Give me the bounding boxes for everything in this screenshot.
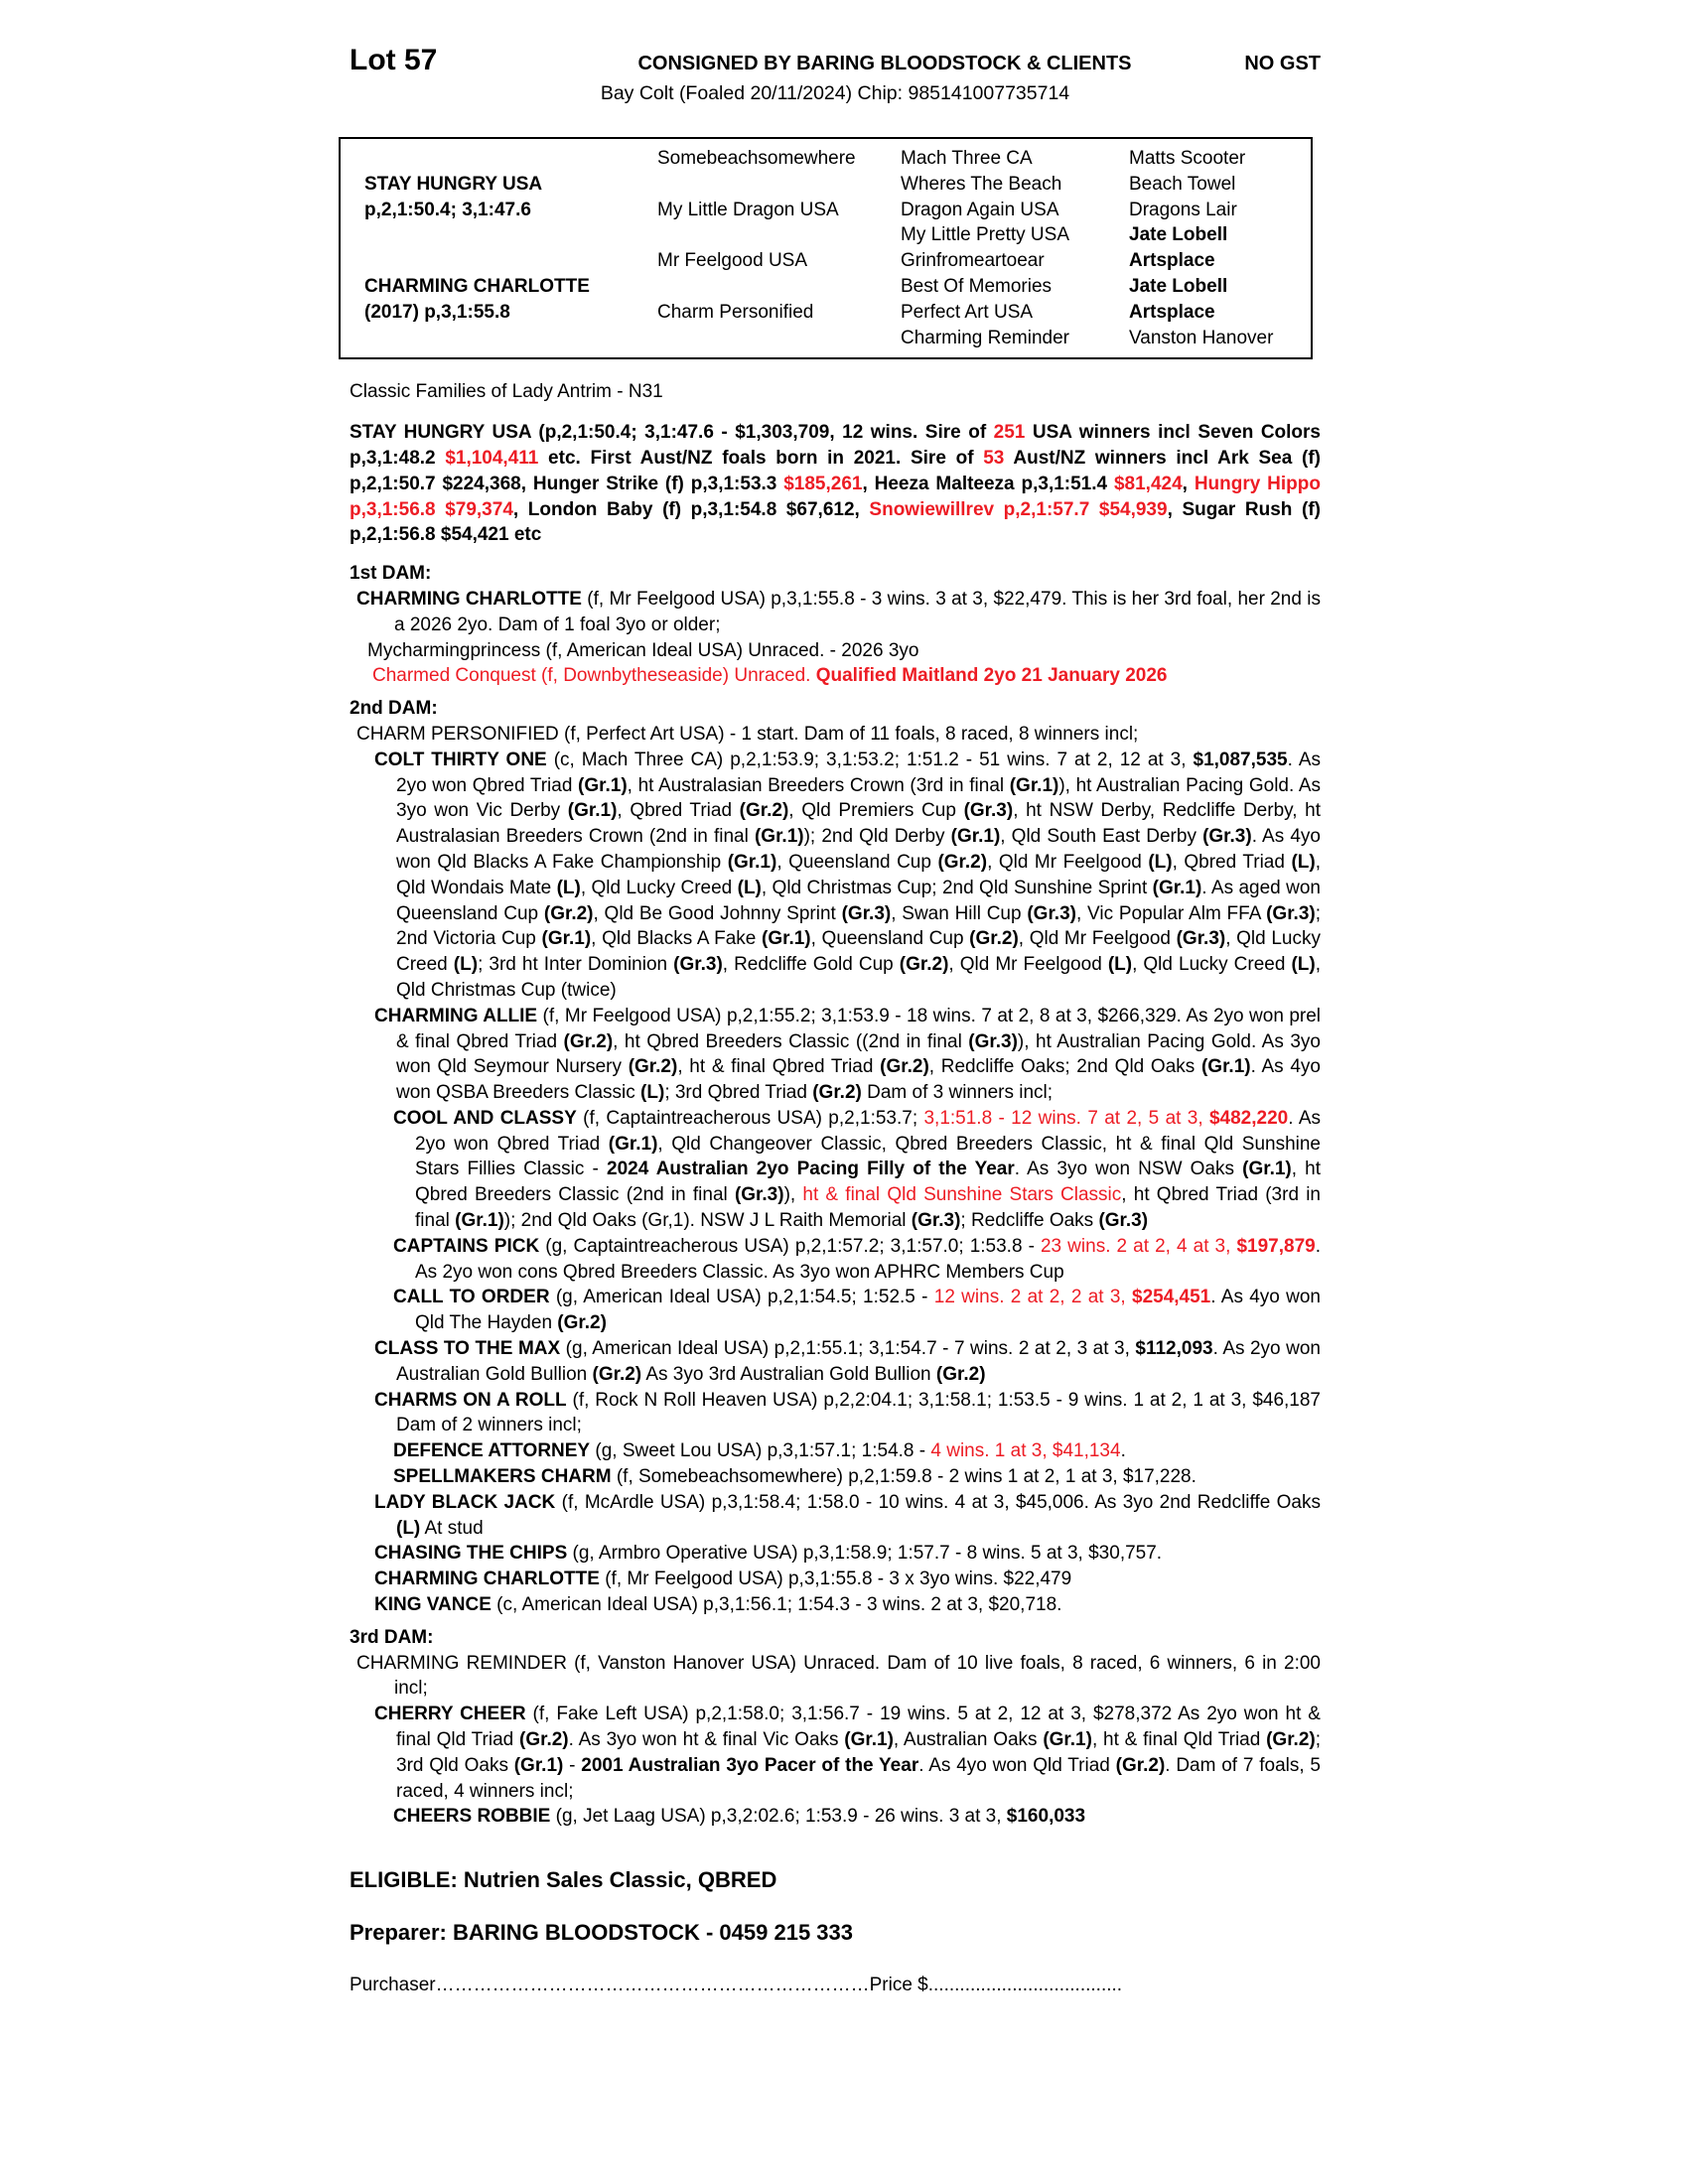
dam3-heading: 3rd DAM: (350, 1626, 434, 1648)
purchaser-label: Purchaser (350, 1975, 436, 1996)
pedigree-cell (657, 222, 901, 248)
pedigree-cell (657, 274, 901, 300)
pedigree-cell: Somebeachsomewhere (657, 148, 856, 169)
entry-defence-attorney: DEFENCE ATTORNEY (g, Sweet Lou USA) p,3,… (393, 1440, 1126, 1462)
entry-colt-thirty-one: COLT THIRTY ONE (c, Mach Three CA) p,2,1… (374, 749, 1322, 1001)
pedigree-cell: Matts Scooter (1129, 148, 1246, 169)
pedigree-cell (341, 146, 657, 172)
dam2-heading: 2nd DAM: (350, 698, 438, 720)
classic-families-line: Classic Families of Lady Antrim - N31 (350, 381, 663, 403)
pedigree-cell (657, 172, 901, 198)
entry-king-vance: KING VANCE (c, American Ideal USA) p,3,1… (374, 1594, 1062, 1616)
entry-mycharmingprincess: Mycharmingprincess (f, American Ideal US… (367, 639, 919, 661)
eligible-line: ELIGIBLE: Nutrien Sales Classic, QBRED (350, 1867, 777, 1893)
entry-chasing-the-chips: CHASING THE CHIPS (g, Armbro Operative U… (374, 1543, 1163, 1565)
entry-cool-and-classy: COOL AND CLASSY (f, Captaintreacherous U… (393, 1107, 1322, 1232)
entry-lady-black-jack: LADY BLACK JACK (f, McArdle USA) p,3,1:5… (374, 1491, 1321, 1539)
preparer-line: Preparer: BARING BLOODSTOCK - 0459 215 3… (350, 1920, 853, 1946)
entry-charming-reminder: CHARMING REMINDER (f, Vanston Hanover US… (356, 1652, 1321, 1700)
page-header: Lot 57 CONSIGNED BY BARING BLOODSTOCK & … (350, 44, 1321, 77)
pedigree-cell: Mach Three CA (901, 148, 1033, 169)
pedigree-cell: My Little Dragon USA (657, 199, 839, 220)
dam1-heading: 1st DAM: (350, 563, 432, 585)
entry-charm-personified: CHARM PERSONIFIED (f, Perfect Art USA) -… (356, 723, 1139, 745)
entry-charming-allie: CHARMING ALLIE (f, Mr Feelgood USA) p,2,… (374, 1005, 1321, 1104)
purchaser-line: Purchaser……………………………………………………………Price $.… (350, 1975, 1321, 1996)
pedigree-cell: Artsplace (1129, 250, 1215, 272)
lot-number: Lot 57 (350, 44, 438, 76)
entry-cherry-cheer: CHERRY CHEER (f, Fake Left USA) p,2,1:58… (374, 1704, 1321, 1802)
pedigree-cell: Grinfromeartoear (901, 250, 1045, 272)
entry-captains-pick: CAPTAINS PICK (g, Captaintreacherous USA… (393, 1235, 1321, 1283)
pedigree-cell: Dragons Lair (1129, 199, 1237, 220)
price-label: Price $ (869, 1975, 928, 1996)
pedigree-cell: p,2,1:50.4; 3,1:47.6 (364, 199, 531, 220)
horse-description: Bay Colt (Foaled 20/11/2024) Chip: 98514… (600, 82, 1070, 104)
entry-call-to-order: CALL TO ORDER (g, American Ideal USA) p,… (393, 1287, 1322, 1334)
sire-summary: STAY HUNGRY USA (p,2,1:50.4; 3,1:47.6 - … (350, 422, 1322, 546)
pedigree-cell: Perfect Art USA (901, 301, 1034, 323)
pedigree-cell: Charming Reminder (901, 327, 1070, 348)
pedigree-cell (341, 222, 657, 248)
pedigree-cell: Mr Feelgood USA (657, 250, 808, 272)
pedigree-body: Classic Families of Lady Antrim - N31 STA… (350, 379, 1321, 1830)
pedigree-table: Somebeachsomewhere Mach Three CA Matts Sco… (339, 137, 1313, 360)
entry-class-to-the-max: CLASS TO THE MAX (g, American Ideal USA)… (374, 1338, 1321, 1385)
pedigree-cell: Jate Lobell (1129, 275, 1228, 297)
entry-spellmakers-charm: SPELLMAKERS CHARM (f, Somebeachsomewhere… (393, 1466, 1196, 1488)
purchaser-leader: …………………………………………………………… (435, 1975, 870, 1996)
pedigree-cell (341, 326, 657, 351)
consignor-line: CONSIGNED BY BARING BLOODSTOCK & CLIENTS (637, 53, 1132, 74)
pedigree-cell: (2017) p,3,1:55.8 (364, 301, 510, 323)
pedigree-cell: Charm Personified (657, 301, 814, 323)
entry-charming-charlotte-2: CHARMING CHARLOTTE (f, Mr Feelgood USA) … (374, 1569, 1072, 1590)
pedigree-cell: STAY HUNGRY USA (364, 173, 543, 195)
gst-label: NO GST (1244, 53, 1321, 74)
price-leader: ..................................... (927, 1975, 1123, 1996)
pedigree-cell (341, 248, 657, 274)
pedigree-cell (657, 326, 901, 351)
entry-charms-on-a-roll: CHARMS ON A ROLL (f, Rock N Roll Heaven … (374, 1389, 1321, 1436)
pedigree-cell: My Little Pretty USA (901, 224, 1069, 246)
pedigree-cell: Vanston Hanover (1129, 327, 1274, 348)
pedigree-cell: Dragon Again USA (901, 199, 1059, 220)
pedigree-cell: Best Of Memories (901, 275, 1053, 297)
entry-cheers-robbie: CHEERS ROBBIE (g, Jet Laag USA) p,3,2:02… (393, 1806, 1086, 1828)
pedigree-cell: Wheres The Beach (901, 173, 1062, 195)
pedigree-cell: Jate Lobell (1129, 224, 1228, 246)
pedigree-cell: Artsplace (1129, 301, 1215, 323)
pedigree-cell: CHARMING CHARLOTTE (364, 275, 590, 297)
entry-charmed-conquest: Charmed Conquest (f, Downbytheseaside) U… (372, 665, 1168, 687)
pedigree-cell: Beach Towel (1129, 173, 1236, 195)
entry-charming-charlotte-dam: CHARMING CHARLOTTE (f, Mr Feelgood USA) … (356, 588, 1321, 635)
